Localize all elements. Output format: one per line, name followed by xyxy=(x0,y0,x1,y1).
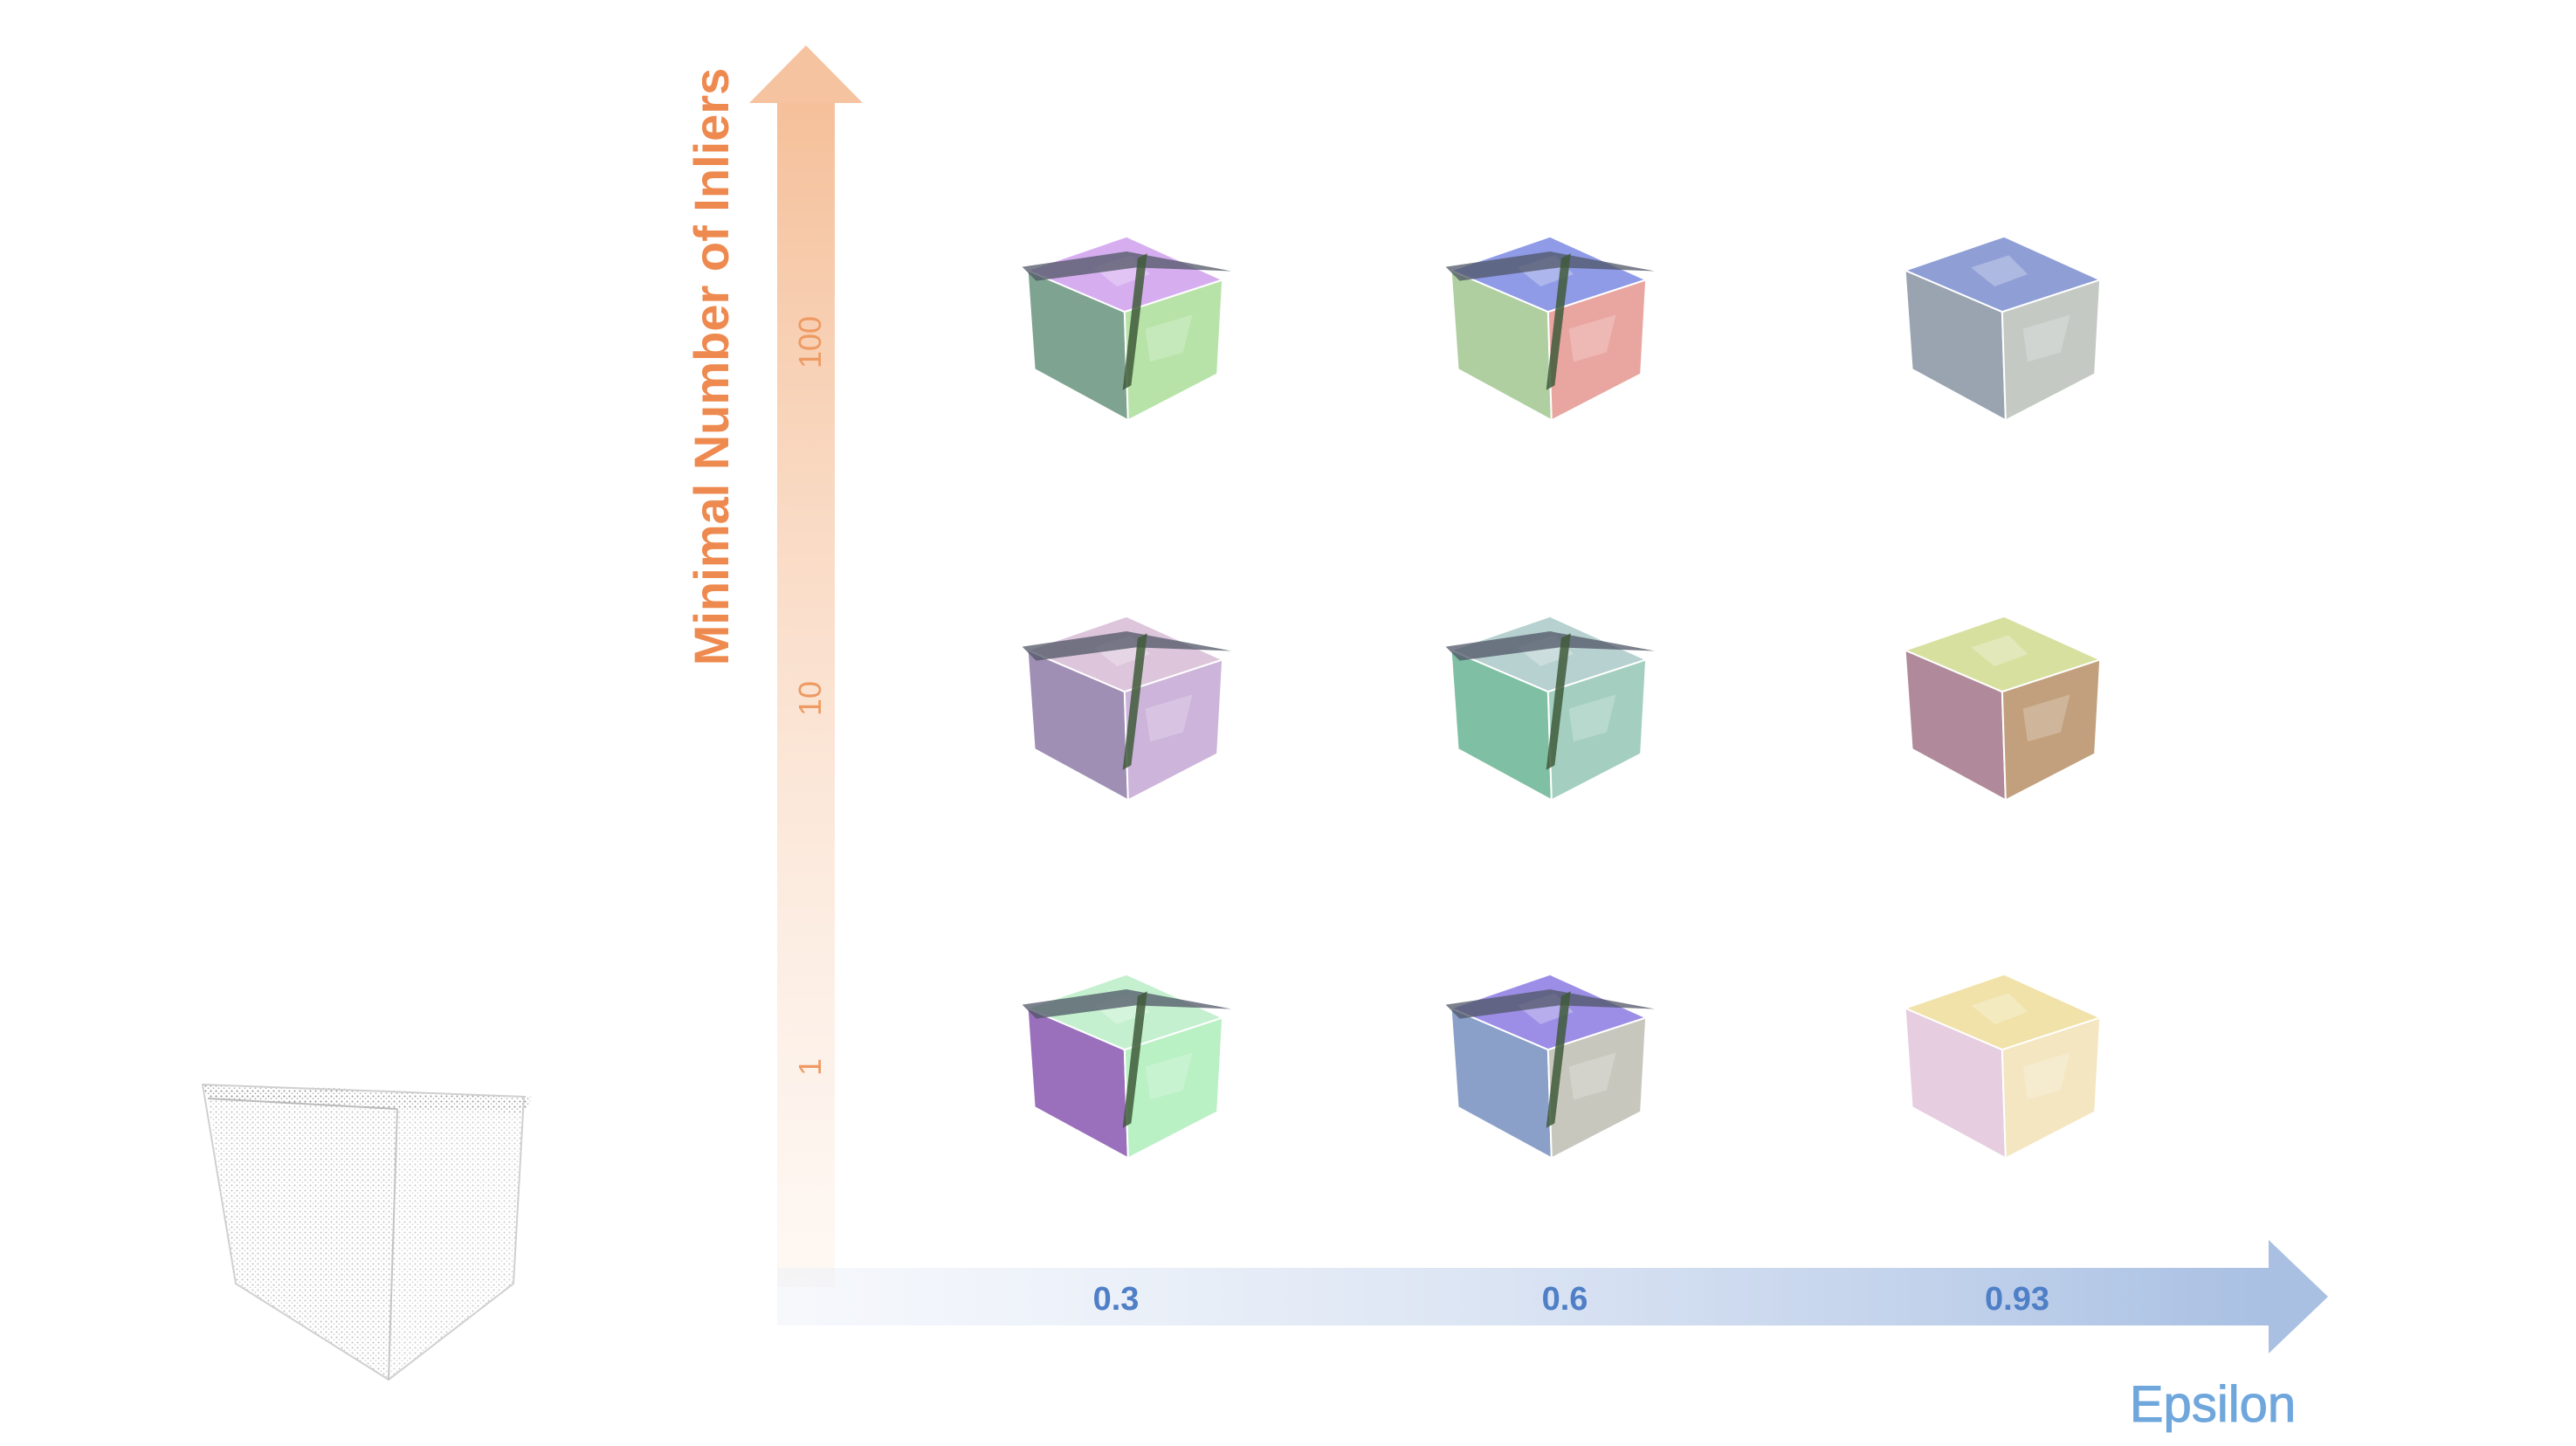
segmented-cube-10-0.93 xyxy=(1902,615,2103,802)
segmented-cube-100-0.6 xyxy=(1445,235,1656,423)
segmented-cube-10-0.6 xyxy=(1445,615,1656,802)
y-tick-1: 1 xyxy=(792,1058,828,1076)
y-axis-arrow xyxy=(749,45,863,1287)
x-axis-arrow xyxy=(777,1240,2328,1353)
x-axis-title: Epsilon xyxy=(2130,1376,2296,1433)
y-tick-10: 10 xyxy=(792,681,828,716)
y-tick-100: 100 xyxy=(792,316,828,368)
x-tick-0-6: 0.6 xyxy=(1542,1281,1588,1318)
x-tick-0-93: 0.93 xyxy=(1985,1281,2049,1318)
segmented-cube-1-0.6 xyxy=(1445,973,1656,1160)
segmented-cube-1-0.3 xyxy=(1022,973,1232,1160)
segmented-cube-100-0.3 xyxy=(1022,235,1232,423)
point-cloud-cube-icon xyxy=(201,1083,533,1381)
segmented-cube-100-0.93 xyxy=(1902,235,2103,423)
segmentation-grid xyxy=(1022,235,2103,1160)
segmented-cube-1-0.93 xyxy=(1902,973,2103,1160)
segmented-cube-10-0.3 xyxy=(1022,615,1232,802)
y-axis-title: Minimal Number of Inliers xyxy=(684,68,739,666)
x-tick-0-3: 0.3 xyxy=(1093,1281,1140,1318)
